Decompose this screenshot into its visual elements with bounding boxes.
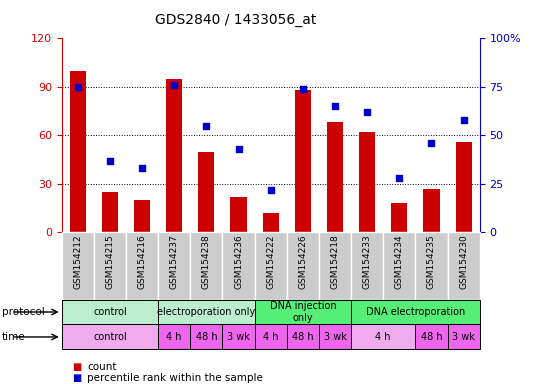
Bar <box>319 232 351 300</box>
Bar <box>287 232 319 300</box>
Text: 4 h: 4 h <box>167 332 182 342</box>
Text: GSM154218: GSM154218 <box>331 234 339 289</box>
Bar <box>222 324 255 349</box>
Bar <box>287 324 319 349</box>
Bar <box>190 232 222 300</box>
Text: ■: ■ <box>72 362 81 372</box>
Bar <box>62 300 158 324</box>
Point <box>395 175 404 181</box>
Point <box>331 103 339 109</box>
Text: control: control <box>93 307 126 317</box>
Text: protocol: protocol <box>2 307 44 317</box>
Bar <box>94 232 126 300</box>
Bar <box>222 232 255 300</box>
Bar <box>255 324 287 349</box>
Bar <box>255 232 287 300</box>
Text: DNA electroporation: DNA electroporation <box>366 307 465 317</box>
Text: GSM154212: GSM154212 <box>73 234 82 289</box>
Text: 4 h: 4 h <box>263 332 278 342</box>
Text: count: count <box>87 362 117 372</box>
Bar <box>415 232 448 300</box>
Bar <box>158 324 190 349</box>
Text: ■: ■ <box>72 373 81 383</box>
Bar <box>190 324 222 349</box>
Bar <box>158 300 255 324</box>
Text: GSM154216: GSM154216 <box>138 234 146 289</box>
Point <box>427 140 436 146</box>
Bar <box>255 300 351 324</box>
Point <box>170 82 178 88</box>
Bar <box>198 152 214 232</box>
Text: 4 h: 4 h <box>376 332 391 342</box>
Text: electroporation only: electroporation only <box>157 307 256 317</box>
Bar <box>351 324 415 349</box>
Bar <box>351 300 480 324</box>
Text: GSM154230: GSM154230 <box>459 234 468 289</box>
Bar <box>70 71 86 232</box>
Text: GSM154237: GSM154237 <box>170 234 178 289</box>
Point <box>73 84 82 90</box>
Bar <box>62 324 158 349</box>
Bar <box>263 213 279 232</box>
Bar <box>391 203 407 232</box>
Text: GSM154238: GSM154238 <box>202 234 211 289</box>
Bar <box>359 132 375 232</box>
Text: 3 wk: 3 wk <box>324 332 346 342</box>
Bar <box>62 232 94 300</box>
Text: 3 wk: 3 wk <box>227 332 250 342</box>
Text: 3 wk: 3 wk <box>452 332 475 342</box>
Bar <box>295 90 311 232</box>
Bar <box>423 189 440 232</box>
Text: 48 h: 48 h <box>421 332 442 342</box>
Point <box>106 157 114 164</box>
Point <box>459 117 468 123</box>
Text: percentile rank within the sample: percentile rank within the sample <box>87 373 263 383</box>
Text: GSM154226: GSM154226 <box>299 234 307 289</box>
Point <box>138 165 146 171</box>
Bar <box>456 142 472 232</box>
Point <box>299 86 307 92</box>
Text: time: time <box>2 332 25 342</box>
Text: GSM154234: GSM154234 <box>395 234 404 289</box>
Text: GSM154215: GSM154215 <box>106 234 114 289</box>
Bar <box>126 232 158 300</box>
Point <box>363 109 371 115</box>
Text: 48 h: 48 h <box>196 332 217 342</box>
Text: GSM154222: GSM154222 <box>266 234 275 289</box>
Bar <box>448 324 480 349</box>
Bar <box>102 192 118 232</box>
Text: GDS2840 / 1433056_at: GDS2840 / 1433056_at <box>155 13 317 27</box>
Bar <box>166 79 182 232</box>
Text: GSM154236: GSM154236 <box>234 234 243 289</box>
Bar <box>415 324 448 349</box>
Bar <box>319 324 351 349</box>
Text: GSM154235: GSM154235 <box>427 234 436 289</box>
Bar <box>448 232 480 300</box>
Bar <box>230 197 247 232</box>
Text: control: control <box>93 332 126 342</box>
Point <box>266 187 275 193</box>
Bar <box>158 232 190 300</box>
Point <box>234 146 243 152</box>
Text: GSM154233: GSM154233 <box>363 234 371 289</box>
Bar <box>327 122 343 232</box>
Bar <box>383 232 415 300</box>
Text: 48 h: 48 h <box>292 332 314 342</box>
Point <box>202 122 211 129</box>
Text: DNA injection
only: DNA injection only <box>270 301 336 323</box>
Bar <box>134 200 150 232</box>
Bar <box>351 232 383 300</box>
